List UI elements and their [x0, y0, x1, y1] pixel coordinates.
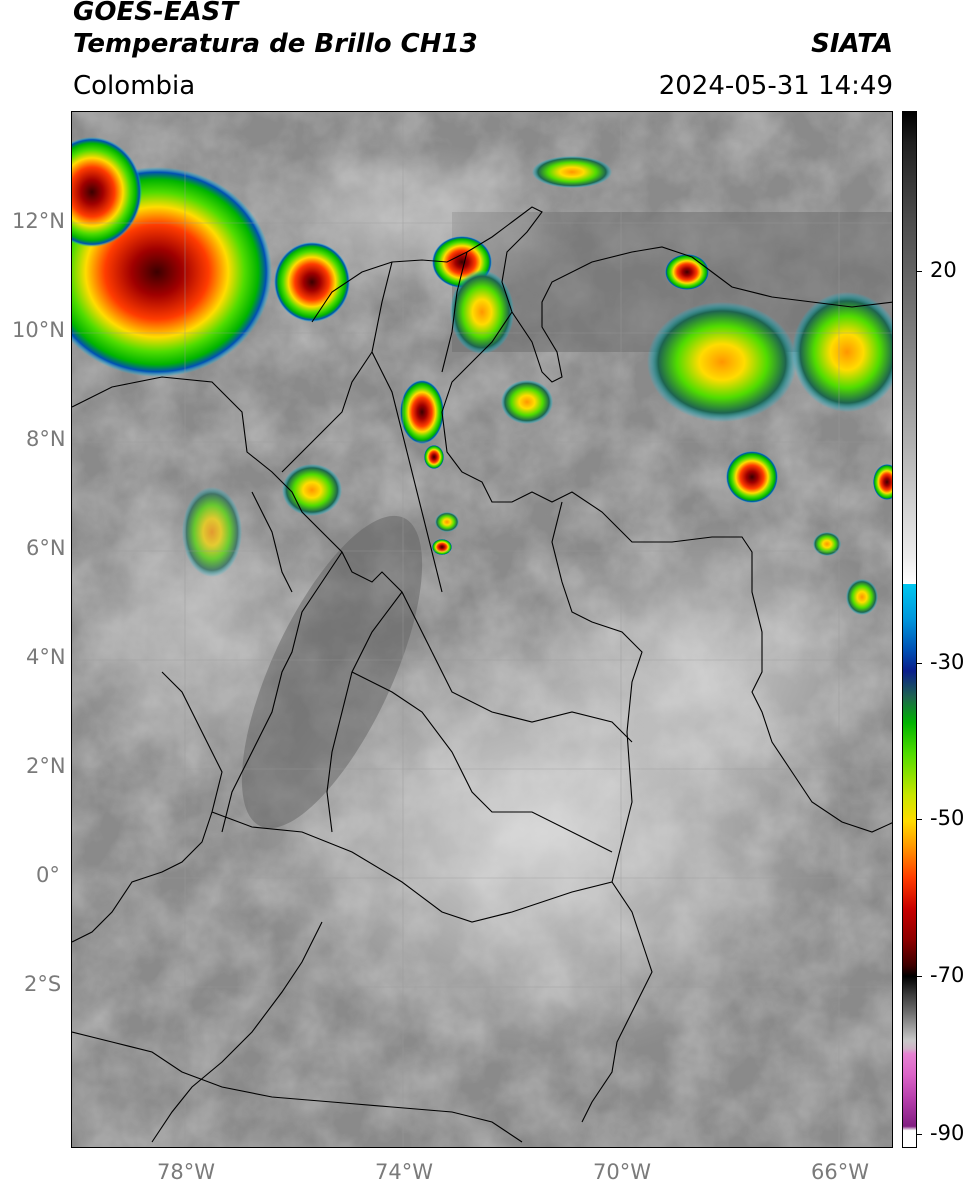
colorbar-tick — [916, 1134, 922, 1135]
colorbar-tick — [916, 819, 922, 820]
storm-cell — [813, 532, 841, 556]
storm-cell — [501, 380, 553, 424]
satellite-map[interactable] — [71, 111, 893, 1148]
storm-cell — [72, 137, 142, 247]
datetime-label: 2024-05-31 14:49 — [658, 71, 893, 101]
lon-tick-label: 78°W — [157, 1160, 215, 1184]
storm-cell — [846, 579, 878, 615]
storm-cell — [647, 302, 797, 422]
colorbar-tick — [916, 663, 922, 664]
colorbar-label: -50 — [930, 806, 965, 830]
colorbar-label: -30 — [930, 650, 965, 674]
temperature-colorbar — [902, 111, 917, 1148]
lat-tick-label: 6°N — [26, 536, 66, 560]
storm-cell — [532, 156, 612, 188]
lon-tick-label: 70°W — [593, 1160, 651, 1184]
storm-cell — [432, 539, 452, 555]
colorbar-label: -90 — [930, 1121, 965, 1145]
storm-cell — [726, 451, 778, 503]
lon-tick-label: 74°W — [375, 1160, 433, 1184]
storm-cell — [282, 464, 342, 516]
storm-cell — [665, 254, 709, 290]
colorbar-tick — [916, 271, 922, 272]
region-label: Colombia — [73, 71, 196, 101]
lat-tick-label: 0° — [36, 863, 60, 887]
agency-label: SIATA — [811, 29, 893, 59]
lat-tick-label: 10°N — [12, 318, 65, 342]
satellite-image — [72, 112, 892, 1147]
colorbar-tick — [916, 976, 922, 977]
lat-tick-label: 4°N — [26, 645, 66, 669]
colorbar-label: -70 — [930, 963, 965, 987]
lat-tick-label: 12°N — [12, 209, 65, 233]
storm-cell — [424, 445, 444, 469]
lon-tick-label: 66°W — [811, 1160, 869, 1184]
storm-cell — [873, 464, 892, 500]
storm-cell — [182, 487, 242, 577]
title-satellite: GOES-EAST — [73, 0, 239, 27]
lat-tick-label: 2°S — [24, 972, 62, 996]
graticule — [72, 112, 892, 1147]
boundaries — [72, 206, 892, 1143]
storm-cell — [435, 512, 459, 532]
colorbar-label: 20 — [930, 258, 957, 282]
lat-tick-label: 8°N — [26, 427, 66, 451]
storm-cell — [400, 380, 444, 444]
lat-tick-label: 2°N — [26, 754, 66, 778]
storm-cell — [274, 242, 350, 322]
title-product: Temperatura de Brillo CH13 — [73, 29, 478, 59]
storm-cell — [792, 292, 892, 412]
